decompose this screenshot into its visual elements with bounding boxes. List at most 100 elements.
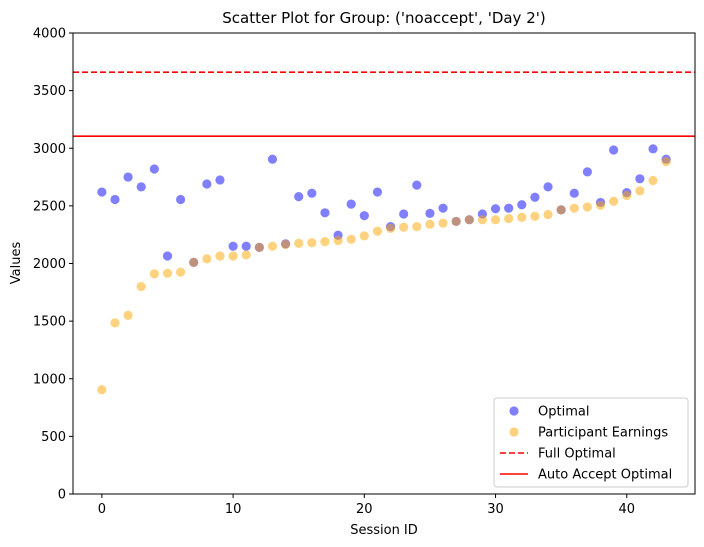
point-1-33: [530, 211, 540, 221]
point-0-10: [228, 241, 238, 251]
point-1-30: [490, 215, 501, 225]
x-tick-label: 10: [225, 502, 242, 517]
point-1-34: [543, 209, 553, 220]
point-0-13: [267, 154, 278, 164]
chart-title: Scatter Plot for Group: ('noaccept', 'Da…: [222, 9, 545, 27]
point-1-6: [176, 267, 186, 277]
point-1-12: [254, 242, 264, 252]
point-1-41: [635, 186, 645, 196]
point-1-22: [385, 223, 396, 233]
y-tick-label: 0: [58, 488, 66, 503]
point-1-29: [477, 215, 488, 225]
point-0-23: [399, 209, 409, 219]
point-1-3: [136, 281, 146, 292]
point-0-42: [648, 144, 658, 154]
plot-marks: [73, 71, 695, 395]
point-1-31: [504, 213, 514, 224]
point-1-15: [294, 238, 304, 248]
point-1-40: [622, 190, 632, 201]
point-1-28: [464, 215, 474, 225]
point-0-17: [320, 208, 330, 218]
y-tick-label: 3500: [33, 84, 66, 99]
y-tick-label: 2000: [33, 257, 66, 272]
legend-marker-0: [509, 406, 519, 416]
point-1-4: [149, 269, 159, 279]
point-0-31: [504, 203, 514, 213]
point-1-17: [320, 237, 330, 247]
point-0-39: [609, 145, 619, 155]
y-tick-label: 4000: [33, 27, 66, 42]
point-0-9: [215, 175, 225, 185]
y-tick-label: 3000: [33, 142, 66, 157]
legend: Optimal Participant Earnings Full Optimal A…: [493, 397, 689, 488]
x-axis-label: Session ID: [350, 523, 418, 538]
point-1-21: [372, 226, 383, 236]
y-axis: 0 500 1000 1500 2000 2500 3000 3500 4000: [33, 27, 73, 503]
point-0-41: [635, 174, 645, 184]
point-1-38: [595, 200, 606, 210]
point-0-25: [425, 208, 435, 218]
point-0-26: [438, 203, 448, 213]
point-1-0: [97, 385, 107, 395]
point-0-33: [530, 192, 540, 202]
x-tick-label: 30: [487, 502, 504, 517]
point-0-6: [176, 194, 186, 205]
point-0-3: [136, 182, 146, 192]
legend-label-3: Auto Accept Optimal: [538, 468, 672, 483]
point-0-11: [241, 241, 251, 251]
point-1-16: [307, 238, 317, 248]
point-1-14: [280, 239, 291, 250]
point-1-10: [228, 251, 238, 261]
point-1-24: [412, 222, 422, 232]
point-0-34: [543, 182, 553, 192]
y-tick-label: 1500: [33, 315, 66, 330]
point-1-32: [517, 212, 527, 222]
point-0-36: [569, 188, 579, 198]
legend-label-2: Full Optimal: [538, 447, 616, 462]
point-1-11: [241, 250, 251, 260]
point-1-39: [609, 196, 619, 206]
legend-frame: [493, 397, 689, 488]
point-1-2: [123, 310, 133, 320]
point-1-25: [425, 219, 435, 229]
point-0-24: [412, 180, 422, 190]
point-0-1: [110, 194, 120, 205]
x-tick-label: 40: [618, 502, 635, 517]
point-0-5: [162, 251, 173, 261]
point-1-37: [582, 202, 592, 212]
point-0-20: [359, 211, 369, 221]
point-0-37: [582, 167, 592, 177]
point-1-27: [451, 216, 461, 227]
point-0-21: [372, 187, 383, 197]
point-0-2: [123, 172, 133, 182]
point-1-19: [346, 234, 356, 244]
point-1-42: [648, 175, 658, 186]
y-tick-label: 1000: [33, 372, 66, 387]
point-0-15: [294, 192, 304, 202]
x-tick-label: 20: [356, 502, 373, 517]
point-1-36: [569, 203, 579, 213]
point-0-8: [202, 179, 212, 189]
legend-marker-1: [509, 427, 519, 437]
point-1-23: [399, 222, 409, 232]
point-0-30: [490, 204, 501, 214]
point-0-19: [346, 199, 356, 209]
point-1-18: [333, 235, 343, 246]
point-0-32: [517, 200, 527, 210]
point-0-0: [97, 187, 107, 197]
point-1-26: [438, 218, 448, 228]
legend-label-1: Participant Earnings: [538, 426, 668, 441]
point-1-13: [267, 241, 278, 251]
legend-label-0: Optimal: [538, 405, 589, 420]
y-axis-label: Values: [9, 242, 24, 285]
point-1-9: [215, 251, 225, 261]
x-axis: 0 10 20 30 40: [98, 494, 635, 517]
point-1-8: [202, 254, 212, 264]
y-tick-label: 2500: [33, 199, 66, 214]
point-1-7: [189, 257, 199, 267]
point-1-1: [110, 318, 120, 328]
point-1-5: [162, 268, 173, 278]
point-1-43: [661, 156, 671, 167]
x-tick-label: 0: [98, 502, 106, 517]
